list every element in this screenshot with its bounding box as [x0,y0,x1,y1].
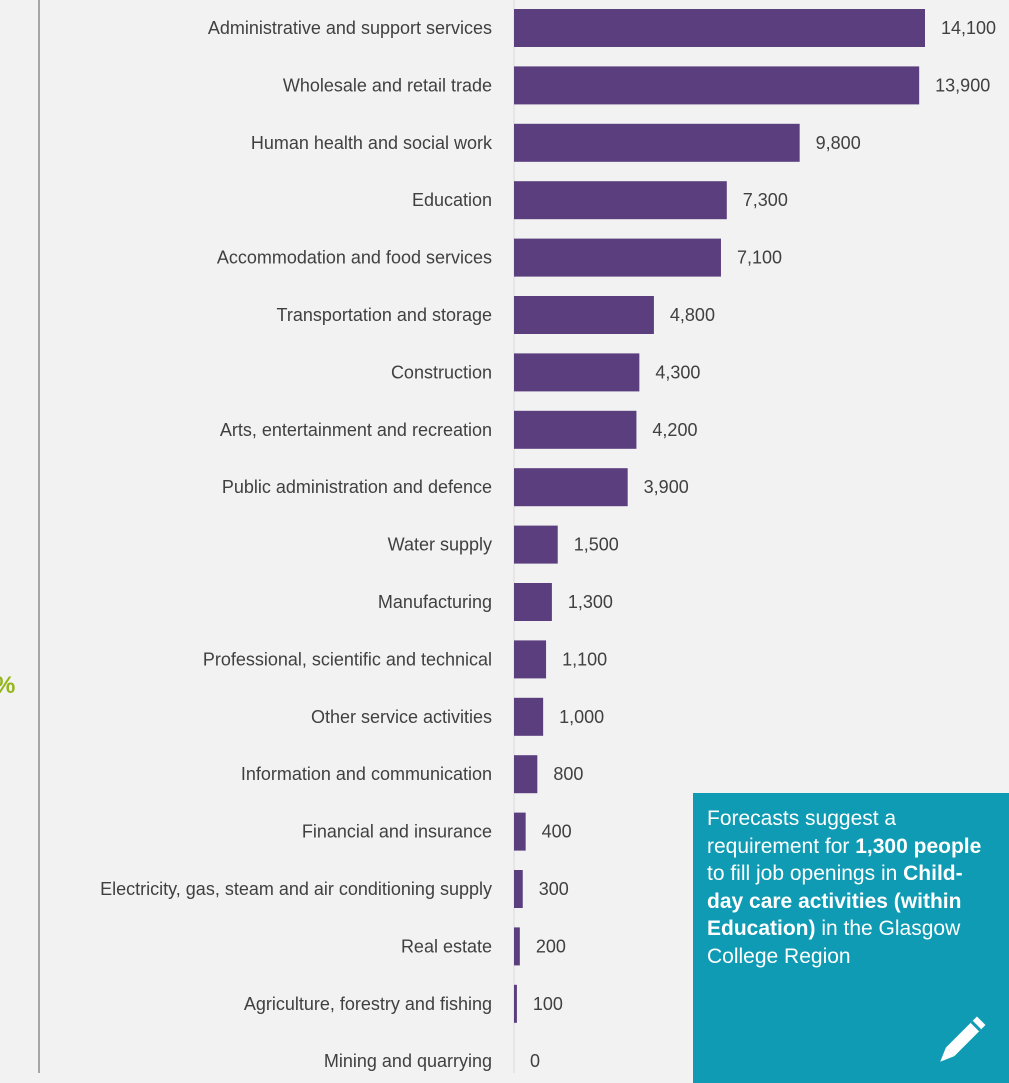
bar [514,583,552,621]
category-label: Public administration and defence [222,477,492,497]
value-label: 7,300 [743,190,788,210]
value-label: 4,200 [652,420,697,440]
callout-text-2: to fill job openings in [707,862,904,885]
value-label: 1,500 [574,535,619,555]
category-label: Construction [391,362,492,382]
percent-fragment: % [0,672,15,700]
category-label: Accommodation and food services [217,248,492,268]
bar [514,468,628,507]
value-label: 4,800 [670,305,715,325]
bar [514,984,517,1023]
category-label: Administrative and support services [208,18,492,38]
callout-activity: Child-day care activities (within Educat… [707,862,963,940]
bar [514,123,800,162]
category-label: Information and communication [241,764,492,784]
category-label: Wholesale and retail trade [283,75,492,95]
bar [514,9,925,47]
bar [514,525,558,564]
bar [514,870,523,908]
value-label: 4,300 [655,362,700,382]
category-label: Arts, entertainment and recreation [220,420,492,440]
callout-people-count: 1,300 people [855,834,982,858]
value-label: 13,900 [935,75,990,95]
category-label: Electricity, gas, steam and air conditio… [100,879,492,899]
bar [514,353,640,392]
value-label: 3,900 [644,477,689,497]
callout-text-1: Forecasts suggest a requirement for [707,807,897,858]
category-label: Water supply [388,535,492,555]
category-label: Financial and insurance [302,822,492,842]
category-label: Mining and quarrying [324,1051,492,1071]
forecast-callout: Forecasts suggest a requirement for 1,30… [693,793,1009,1083]
category-label: Education [412,190,492,210]
category-label: Transportation and storage [277,305,492,325]
category-label: Manufacturing [378,592,492,612]
bar [514,697,544,736]
value-label: 100 [533,994,563,1014]
category-label: Professional, scientific and technical [203,649,492,669]
bar [514,410,637,449]
category-label: Real estate [401,936,492,956]
value-label: 0 [530,1051,540,1071]
value-label: 400 [542,822,572,842]
value-label: 1,300 [568,592,613,612]
value-label: 800 [553,764,583,784]
value-label: 200 [536,936,566,956]
value-label: 14,100 [941,18,996,38]
bar [514,640,547,679]
value-label: 9,800 [816,133,861,153]
bar [514,66,920,105]
bar [514,296,654,334]
value-label: 7,100 [737,248,782,268]
callout-text-3: in the Glasgow College Region [707,917,961,968]
category-label: Human health and social work [251,133,493,153]
bar [514,181,727,220]
pencil-icon [940,1016,986,1062]
category-label: Agriculture, forestry and fishing [244,994,492,1014]
value-label: 1,100 [562,649,607,669]
value-label: 1,000 [559,707,604,727]
bar [514,238,721,277]
category-label: Other service activities [311,707,492,727]
bar [514,755,538,794]
value-label: 300 [539,879,569,899]
bar [514,927,520,966]
bar [514,812,526,851]
